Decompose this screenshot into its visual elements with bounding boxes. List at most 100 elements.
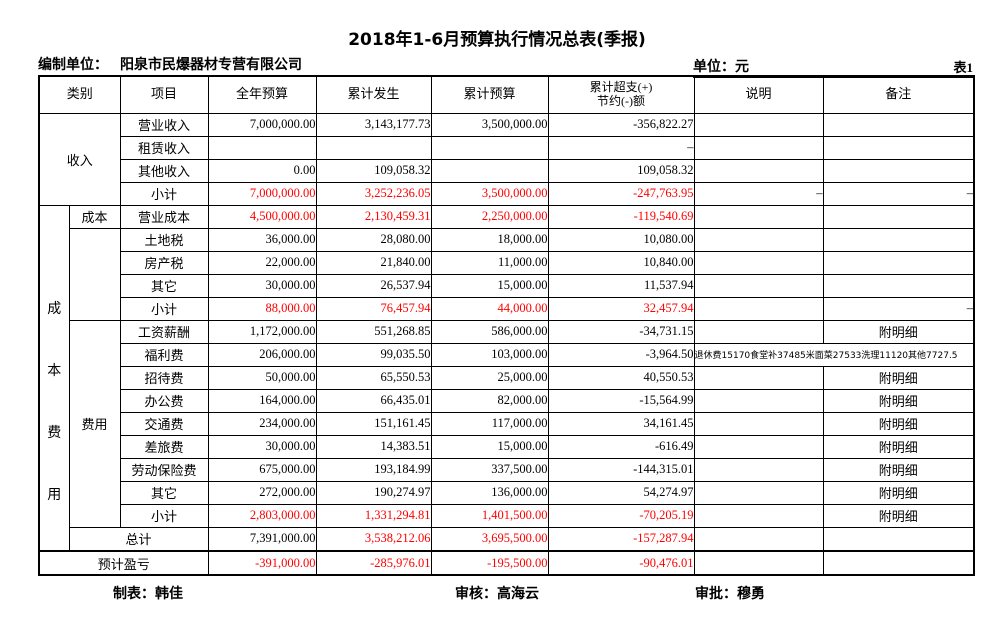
budget-cell: 2,250,000.00	[430, 204, 549, 229]
annual-cell: 4,500,000.00	[207, 204, 317, 229]
note-cell	[693, 273, 824, 298]
diff-cell: -119,540.69	[547, 204, 695, 229]
note-cell	[693, 480, 824, 505]
budget-cell: 1,401,500.00	[430, 503, 549, 528]
header-category: 类别	[38, 75, 121, 114]
item-cell: 办公费	[119, 388, 209, 413]
header-item: 项目	[119, 75, 209, 114]
annual-cell: 206,000.00	[207, 342, 317, 367]
note-cell	[693, 135, 824, 160]
remark-cell	[822, 112, 975, 137]
annual-cell: 675,000.00	[207, 457, 317, 482]
actual-cell: 151,161.45	[315, 411, 432, 436]
actual-cell: 109,058.32	[315, 158, 432, 183]
actual-cell: 99,035.50	[315, 342, 432, 367]
diff-cell: -15,564.99	[547, 388, 695, 413]
remark-cell	[822, 227, 975, 252]
remark-cell	[822, 135, 975, 160]
actual-cell: 1,331,294.81	[315, 503, 432, 528]
budget-cell: 82,000.00	[430, 388, 549, 413]
note-cell	[693, 526, 824, 552]
actual-cell: 76,457.94	[315, 296, 432, 321]
budget-cell: 44,000.00	[430, 296, 549, 321]
remark-cell: 附明细	[822, 365, 975, 390]
budget-cell: 103,000.00	[430, 342, 549, 367]
item-cell: 营业收入	[119, 112, 209, 137]
section-expense-cell: 费用	[68, 319, 121, 528]
header-over-under: 累计超支(+) 节约(-)额	[547, 75, 695, 114]
budget-cell: -195,500.00	[430, 550, 549, 576]
actual-cell: 3,538,212.06	[315, 526, 432, 552]
annual-cell: 50,000.00	[207, 365, 317, 390]
diff-cell: -616.49	[547, 434, 695, 459]
remark-cell	[822, 204, 975, 229]
annual-cell: 2,803,000.00	[207, 503, 317, 528]
annual-cell: 88,000.00	[207, 296, 317, 321]
diff-cell: -70,205.19	[547, 503, 695, 528]
remark-cell: 附明细	[822, 480, 975, 505]
item-cell: 招待费	[119, 365, 209, 390]
annual-cell: 234,000.00	[207, 411, 317, 436]
actual-cell: 3,252,236.05	[315, 181, 432, 206]
diff-cell: -247,763.95	[547, 181, 695, 206]
item-cell: 其它	[119, 273, 209, 298]
annual-cell: 36,000.00	[207, 227, 317, 252]
section-cost-empty-cell	[68, 227, 121, 321]
budget-cell: 3,695,500.00	[430, 526, 549, 552]
diff-cell: 32,457.94	[547, 296, 695, 321]
actual-cell: 3,143,177.73	[315, 112, 432, 137]
annual-cell: 7,391,000.00	[207, 526, 317, 552]
note-cell	[693, 388, 824, 413]
actual-cell: 66,435.01	[315, 388, 432, 413]
diff-cell: 40,550.53	[547, 365, 695, 390]
note-cell	[693, 550, 824, 576]
header-over-under-line2: 节约(-)额	[597, 93, 646, 108]
budget-table: 类别 项目 全年预算 累计发生 累计预算 累计超支(+) 节约(-)额 说明 备…	[38, 75, 976, 576]
note-cell	[693, 250, 824, 275]
item-cell: 其它	[119, 480, 209, 505]
note-cell	[693, 457, 824, 482]
annual-cell: 1,172,000.00	[207, 319, 317, 344]
diff-cell: 10,840.00	[547, 250, 695, 275]
subtotal-label-cell: 小计	[119, 503, 209, 528]
remark-cell: 附明细	[822, 457, 975, 482]
remark-cell: 附明细	[822, 411, 975, 436]
approver-signature: 审批：穆勇	[695, 587, 765, 602]
vertical-char: 用	[47, 487, 62, 503]
note-detail-cell: 退休费15170食堂补37485米面菜27533洗理11120其他7727.5	[693, 342, 975, 367]
page-title: 2018年1-6月预算执行情况总表(季报)	[348, 30, 646, 50]
budget-cell: 25,000.00	[430, 365, 549, 390]
diff-cell: 54,274.97	[547, 480, 695, 505]
item-cell: 其他收入	[119, 158, 209, 183]
note-cell	[693, 411, 824, 436]
unit-label: 单位：元	[693, 60, 749, 75]
annual-cell: 0.00	[207, 158, 317, 183]
note-cell	[693, 227, 824, 252]
annual-cell: 30,000.00	[207, 434, 317, 459]
item-cell: 差旅费	[119, 434, 209, 459]
budget-cell: 337,500.00	[430, 457, 549, 482]
maker-signature: 制表：韩佳	[113, 587, 183, 602]
total-label-cell: 总计	[68, 526, 209, 552]
annual-cell	[207, 135, 317, 160]
remark-cell: –	[822, 181, 975, 206]
header-remarks: 备注	[822, 75, 975, 114]
diff-cell: 34,161.45	[547, 411, 695, 436]
annual-cell: 164,000.00	[207, 388, 317, 413]
item-cell: 交通费	[119, 411, 209, 436]
actual-cell: -285,976.01	[315, 550, 432, 576]
budget-cell: 18,000.00	[430, 227, 549, 252]
diff-cell: –	[547, 135, 695, 160]
diff-cell: -157,287.94	[547, 526, 695, 552]
note-cell	[693, 365, 824, 390]
actual-cell	[315, 135, 432, 160]
annual-cell: -391,000.00	[207, 550, 317, 576]
section-income-cell: 收入	[38, 112, 121, 206]
budget-cell: 11,000.00	[430, 250, 549, 275]
remark-cell: –	[822, 296, 975, 321]
budget-cell	[430, 135, 549, 160]
vertical-char: 费	[47, 425, 62, 441]
diff-cell: -3,964.50	[547, 342, 695, 367]
annual-cell: 7,000,000.00	[207, 112, 317, 137]
